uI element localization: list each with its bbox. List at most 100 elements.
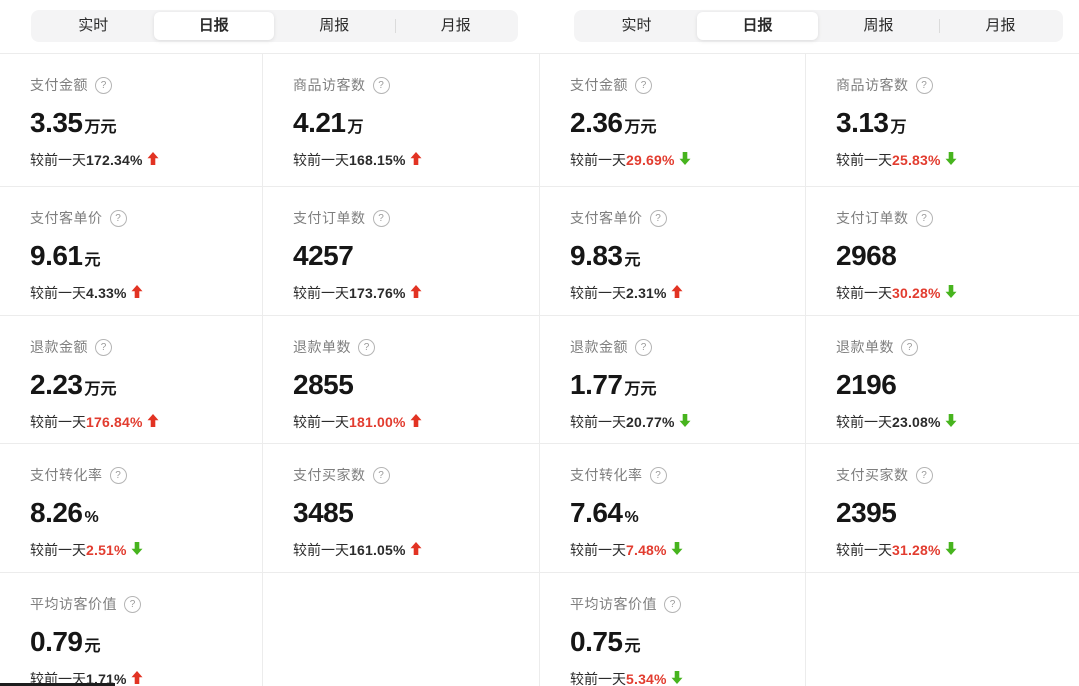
change-percent: 25.83% <box>892 152 941 168</box>
change-row: 较前一天 1.71% <box>30 669 252 686</box>
metric-card: 支付买家数? 3485 较前一天 161.05% <box>262 443 539 572</box>
help-icon[interactable]: ? <box>358 338 375 356</box>
metric-value-row: 9.61 元 <box>30 240 252 272</box>
change-row: 较前一天 5.34% <box>570 669 795 686</box>
metric-label: 支付转化率 <box>30 467 103 483</box>
metric-unit: 元 <box>84 638 101 655</box>
tab-separator <box>394 19 396 33</box>
change-percent: 7.48% <box>626 542 667 558</box>
help-icon[interactable]: ? <box>109 466 127 484</box>
help-icon[interactable]: ? <box>649 209 667 227</box>
change-prefix: 较前一天 <box>836 152 892 168</box>
change-percent: 20.77% <box>626 414 675 430</box>
change-row: 较前一天 176.84% <box>30 412 252 432</box>
help-icon[interactable]: ? <box>95 338 112 356</box>
down-arrow-icon <box>945 285 957 301</box>
help-icon[interactable]: ? <box>372 76 390 94</box>
metric-label-row: 支付客单价? <box>30 208 252 228</box>
help-icon[interactable]: ? <box>635 76 652 94</box>
metric-label: 退款金额 <box>570 339 628 355</box>
metric-label-row: 支付转化率? <box>30 465 252 485</box>
change-row: 较前一天 2.31% <box>570 283 795 303</box>
metric-label-row: 支付订单数? <box>836 208 1069 228</box>
metric-card: 平均访客价值? 0.75 元较前一天 5.34% <box>540 572 805 686</box>
metric-value-row: 1.77 万元 <box>570 369 795 401</box>
help-icon[interactable]: ? <box>372 466 390 484</box>
change-percent: 23.08% <box>892 414 941 430</box>
tab-monthly[interactable]: 月报 <box>985 17 1016 34</box>
change-prefix: 较前一天 <box>293 152 349 168</box>
metric-label-row: 商品访客数? <box>293 75 529 95</box>
metric-label: 退款单数 <box>836 339 894 355</box>
down-arrow-icon <box>945 414 957 430</box>
help-icon[interactable]: ? <box>901 338 918 356</box>
metrics-grid: 支付金额? 2.36 万元 较前一天 29.69% 商品访客数? 3.13 万较前一天 25.8… <box>539 53 1079 686</box>
help-icon[interactable]: ? <box>664 595 681 613</box>
tab-monthly[interactable]: 月报 <box>440 17 471 34</box>
help-icon[interactable]: ? <box>372 209 390 227</box>
metric-label: 支付客单价 <box>30 210 103 226</box>
change-row: 较前一天 7.48% <box>570 540 795 560</box>
change-row: 较前一天 4.33% <box>30 283 252 303</box>
change-prefix: 较前一天 <box>570 285 626 301</box>
change-row: 较前一天 30.28% <box>836 283 1069 303</box>
metric-label-row: 支付客单价? <box>570 208 795 228</box>
metric-label: 支付买家数 <box>293 467 366 483</box>
metric-value-row: 3485 <box>293 497 529 529</box>
tab-weekly[interactable]: 周报 <box>319 17 350 34</box>
metric-label-row: 平均访客价值? <box>570 594 795 614</box>
metric-unit: 万 <box>890 119 907 136</box>
change-percent: 161.05% <box>349 542 406 558</box>
metric-card: 支付转化率? 7.64% 较前一天 7.48% <box>540 443 805 572</box>
down-arrow-icon <box>679 414 691 430</box>
metric-value-row: 7.64% <box>570 497 795 529</box>
metric-card: 支付转化率? 8.26% 较前一天 2.51% <box>0 443 262 572</box>
up-arrow-icon <box>147 414 159 430</box>
tab-daily[interactable]: 日报 <box>153 12 274 40</box>
change-row: 较前一天 161.05% <box>293 540 529 560</box>
metric-label: 支付转化率 <box>570 467 643 483</box>
panel-left: 实时 日报 周报 月报 支付金额? 3.35 万元 较前一天 172.34% 商品访客数? 4.2… <box>0 0 539 686</box>
metric-value-row: 8.26% <box>30 497 252 529</box>
metric-label: 平均访客价值 <box>30 596 117 612</box>
metric-label: 退款单数 <box>293 339 351 355</box>
metric-card: 退款单数? 2855 较前一天 181.00% <box>262 315 539 443</box>
tab-daily[interactable]: 日报 <box>697 12 818 40</box>
help-icon[interactable]: ? <box>915 76 933 94</box>
change-prefix: 较前一天 <box>293 285 349 301</box>
help-icon[interactable]: ? <box>109 209 127 227</box>
help-icon[interactable]: ? <box>649 466 667 484</box>
metric-label: 退款金额 <box>30 339 88 355</box>
help-icon[interactable]: ? <box>635 338 652 356</box>
metric-value: 7.64 <box>570 497 623 528</box>
metric-card: 退款单数? 2196 较前一天 23.08% <box>805 315 1079 443</box>
change-prefix: 较前一天 <box>30 285 86 301</box>
metric-unit: 万元 <box>624 381 657 398</box>
metric-value: 3.13 <box>836 107 889 138</box>
tab-realtime[interactable]: 实时 <box>78 17 109 34</box>
metrics-grid: 支付金额? 3.35 万元 较前一天 172.34% 商品访客数? 4.21 万较前一天 168… <box>0 53 539 686</box>
metric-card: 支付金额? 2.36 万元 较前一天 29.69% <box>540 53 805 186</box>
tab-realtime[interactable]: 实时 <box>621 17 652 34</box>
change-percent: 30.28% <box>892 285 941 301</box>
help-icon[interactable]: ? <box>915 466 933 484</box>
metric-value-row: 3.13 万 <box>836 107 1069 139</box>
help-icon[interactable]: ? <box>915 209 933 227</box>
metric-value: 9.83 <box>570 240 623 271</box>
metric-unit: 万元 <box>84 119 117 136</box>
tab-weekly[interactable]: 周报 <box>863 17 894 34</box>
metric-value-row: 2196 <box>836 369 1069 401</box>
change-prefix: 较前一天 <box>570 152 626 168</box>
help-icon[interactable]: ? <box>124 595 141 613</box>
metric-value: 3485 <box>293 497 354 528</box>
metric-unit: % <box>84 509 99 526</box>
metric-value-row: 2.23 万元 <box>30 369 252 401</box>
up-arrow-icon <box>410 152 422 168</box>
metric-value-row: 0.79 元 <box>30 626 252 658</box>
panel-right: 实时 日报 周报 月报 支付金额? 2.36 万元 较前一天 29.69% 商品访客数? 3.13… <box>539 0 1079 686</box>
down-arrow-icon <box>945 152 957 168</box>
metric-card: 退款金额? 1.77 万元 较前一天 20.77% <box>540 315 805 443</box>
change-row: 较前一天 25.83% <box>836 150 1069 170</box>
help-icon[interactable]: ? <box>95 76 112 94</box>
